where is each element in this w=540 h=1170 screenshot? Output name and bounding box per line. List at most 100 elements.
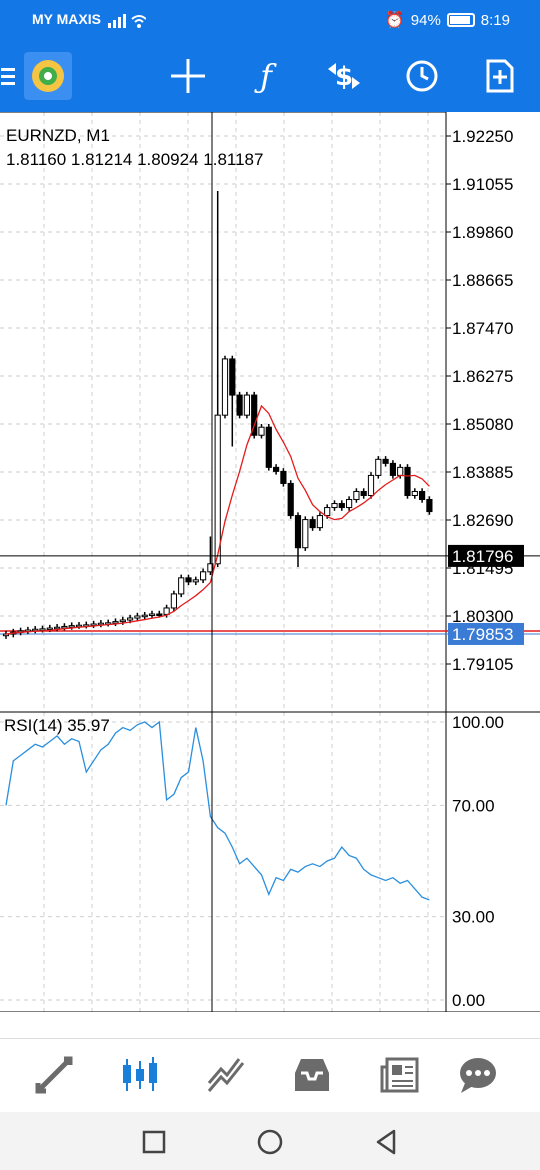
candle-body (353, 490, 360, 501)
candle-body (280, 470, 287, 484)
ohlc-values: 1.81160 1.81214 1.80924 1.81187 (6, 150, 264, 169)
candle-body (287, 482, 294, 517)
rsi-tick-label: 0.00 (452, 991, 485, 1010)
candle-body (302, 519, 309, 549)
crosshair-price-label: 1.81796 (452, 547, 513, 566)
candle-body (112, 621, 119, 624)
moving-average-line (5, 404, 430, 635)
chat-icon[interactable] (456, 1053, 500, 1097)
candle-body (389, 462, 396, 476)
bid-price-box (448, 622, 524, 645)
system-nav-bar (0, 1112, 540, 1170)
candle-body (309, 519, 316, 529)
candle-body (170, 593, 178, 609)
candle-body (127, 617, 134, 621)
back-icon[interactable] (372, 1128, 400, 1156)
candle-body (397, 466, 404, 476)
candle-body (316, 515, 323, 529)
candle-body (119, 619, 126, 623)
candle-body (404, 466, 411, 496)
recent-apps-icon[interactable] (140, 1128, 168, 1156)
candle-body (346, 499, 353, 509)
candle-body (382, 458, 389, 464)
carrier-label: MY MAXIS (32, 11, 101, 27)
candle-body (426, 499, 433, 513)
svg-text:$: $ (335, 62, 353, 92)
candle-body (360, 490, 367, 496)
candle-body (207, 563, 214, 573)
candle-body (419, 490, 426, 501)
bid-price-label: 1.79853 (452, 625, 513, 644)
metatrader-logo-icon[interactable] (24, 52, 72, 100)
candle-body (331, 503, 338, 509)
home-icon[interactable] (256, 1128, 284, 1156)
candle-body (236, 394, 243, 416)
candle-body (68, 625, 75, 628)
candle-body (258, 426, 265, 436)
price-tick-label: 1.86275 (452, 367, 513, 386)
candle-body (221, 358, 229, 416)
candle-body (185, 577, 192, 583)
status-bar: MY MAXIS ⏰ 94% 8:19 (0, 0, 540, 40)
chart-icon[interactable] (118, 1053, 162, 1097)
price-tick-label: 1.83885 (452, 463, 513, 482)
candle-body (54, 626, 61, 630)
candle-body (61, 625, 68, 629)
history-icon[interactable] (290, 1053, 334, 1097)
symbol-currency-icon[interactable]: $ (324, 56, 364, 96)
candle-body (338, 503, 345, 509)
quotes-icon[interactable] (32, 1053, 76, 1097)
candle-body (192, 579, 199, 583)
candle-body (324, 507, 331, 517)
price-tick-label: 1.79105 (452, 655, 513, 674)
candle-body (251, 394, 258, 436)
candle-body (200, 571, 207, 581)
crosshair-icon[interactable] (168, 56, 208, 96)
price-tick-label: 1.80300 (452, 607, 513, 626)
price-tick-label: 1.88665 (452, 271, 513, 290)
clock-timeframe-icon[interactable] (402, 56, 442, 96)
rsi-tick-label: 30.00 (452, 908, 495, 927)
candle-body (46, 627, 53, 631)
candle-body (229, 358, 236, 396)
battery-percent: 94% (410, 11, 441, 29)
rsi-label: RSI(14) 35.97 (4, 716, 110, 735)
candle-body (214, 414, 221, 565)
toolbar: ƒ $ (0, 40, 540, 112)
clock-time: 8:19 (480, 11, 510, 29)
trade-icon[interactable] (204, 1053, 248, 1097)
battery-icon (446, 13, 475, 27)
symbol-timeframe: EURNZD, M1 (6, 126, 110, 145)
candle-body (294, 515, 302, 549)
price-tick-label: 1.92250 (452, 127, 513, 146)
alarm-icon: ⏰ (384, 12, 405, 29)
candle-body (141, 614, 148, 618)
function-indicator-icon[interactable]: ƒ (260, 57, 272, 95)
candle-body (411, 490, 418, 496)
new-order-icon[interactable] (480, 56, 520, 96)
price-tick-label: 1.91055 (452, 175, 513, 194)
chart-info: EURNZD, M1 1.81160 1.81214 1.80924 1.811… (6, 124, 263, 172)
rsi-tick-label: 100.00 (452, 713, 504, 732)
candle-body (273, 466, 280, 472)
chart-canvas[interactable]: 1.92250 1.91055 1.89860 1.88665 1.87470 1.862… (0, 112, 540, 1012)
candle-body (243, 394, 251, 416)
price-tick-label: 1.87470 (452, 319, 513, 338)
news-icon[interactable] (378, 1053, 422, 1097)
hamburger-menu-icon[interactable] (0, 56, 18, 96)
price-tick-label: 1.89860 (452, 223, 513, 242)
candle-body (134, 615, 141, 619)
rsi-tick-label: 70.00 (452, 796, 495, 815)
signal-icon (108, 14, 146, 28)
app-header: MY MAXIS ⏰ 94% 8:19 ƒ $ (0, 0, 540, 112)
rsi-line (5, 720, 430, 901)
candle-body (265, 426, 272, 468)
candle-body (375, 458, 382, 476)
candle-body (367, 474, 375, 496)
bottom-nav (0, 1038, 540, 1112)
price-tick-label: 1.82690 (452, 511, 513, 530)
crosshair-price-box (448, 544, 524, 567)
price-tick-label: 1.85080 (452, 415, 513, 434)
price-chart[interactable]: 1.92250 1.91055 1.89860 1.88665 1.87470 1.862… (0, 112, 540, 1012)
candle-body (148, 613, 156, 616)
